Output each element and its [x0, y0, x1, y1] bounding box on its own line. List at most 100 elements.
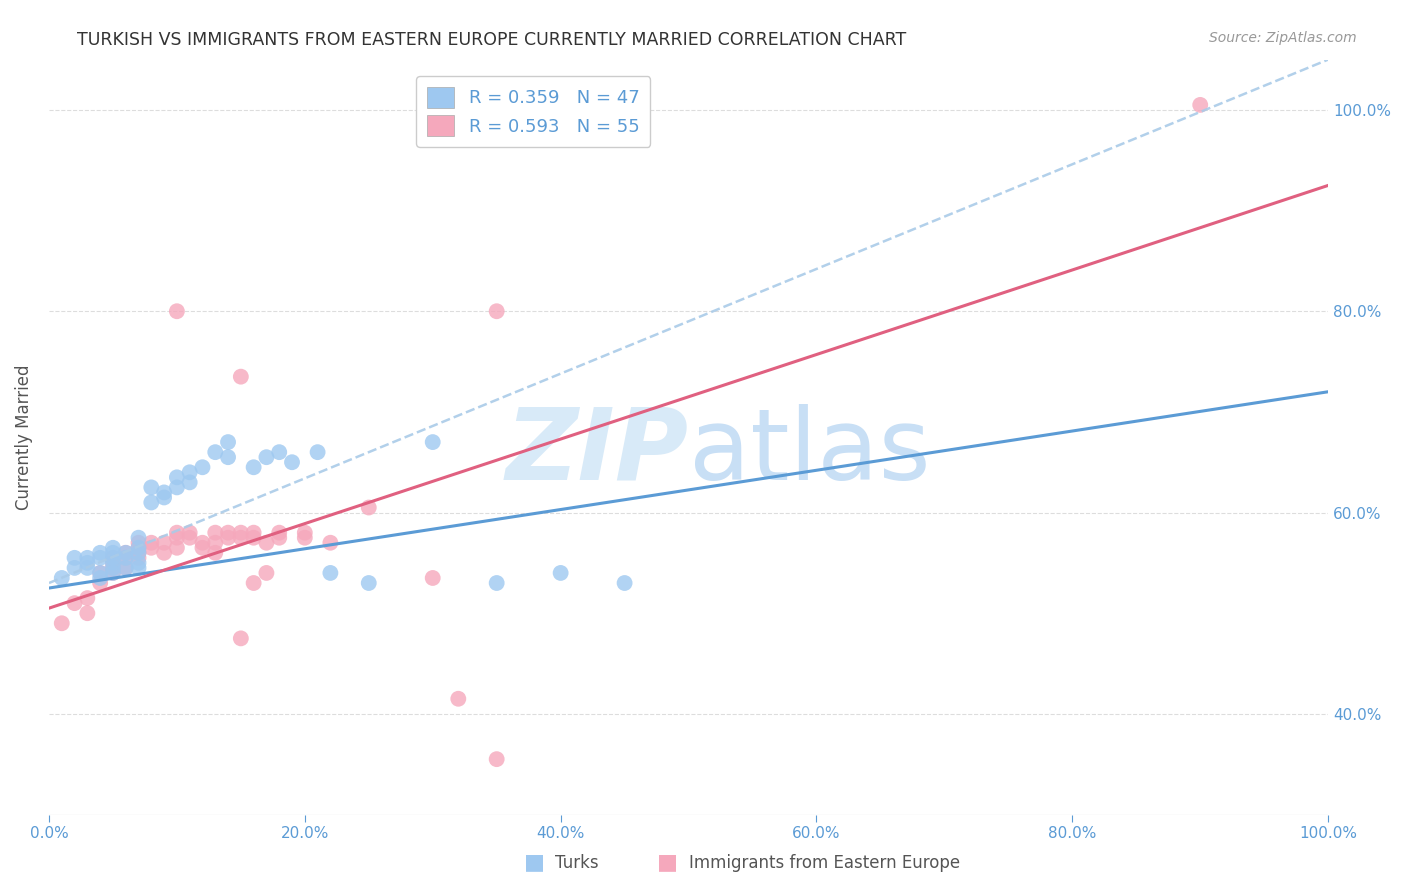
Point [281, 455, 304, 469]
Text: ZIP: ZIP [506, 404, 689, 500]
Point [128, 541, 150, 555]
Point [357, 576, 380, 591]
Point [128, 531, 150, 545]
Point [204, 525, 226, 540]
Point [89, 550, 111, 565]
Point [101, 566, 124, 580]
Point [204, 445, 226, 459]
Point [254, 535, 277, 549]
Point [550, 566, 572, 580]
Point [101, 541, 124, 555]
Point [166, 304, 188, 318]
Point [63, 561, 86, 575]
Point [269, 445, 291, 459]
Point [269, 531, 291, 545]
Point [76, 591, 98, 606]
Legend: R = 0.359   N = 47, R = 0.593   N = 55: R = 0.359 N = 47, R = 0.593 N = 55 [416, 76, 650, 147]
Point [76, 550, 98, 565]
Point [254, 566, 277, 580]
Point [114, 561, 136, 575]
Point [51, 616, 73, 631]
Text: atlas: atlas [689, 404, 931, 500]
Point [217, 435, 239, 450]
Point [191, 460, 214, 475]
Point [217, 450, 239, 465]
Point [217, 525, 239, 540]
Text: ■: ■ [524, 853, 544, 872]
Point [128, 541, 150, 555]
Point [101, 556, 124, 570]
Point [101, 561, 124, 575]
Point [89, 566, 111, 580]
Point [485, 304, 508, 318]
Point [229, 531, 252, 545]
Point [101, 561, 124, 575]
Text: TURKISH VS IMMIGRANTS FROM EASTERN EUROPE CURRENTLY MARRIED CORRELATION CHART: TURKISH VS IMMIGRANTS FROM EASTERN EUROP… [77, 31, 907, 49]
Point [229, 632, 252, 646]
Point [76, 556, 98, 570]
Point [307, 445, 329, 459]
Point [254, 450, 277, 465]
Point [114, 546, 136, 560]
Point [114, 550, 136, 565]
Point [101, 546, 124, 560]
Point [191, 535, 214, 549]
Point [217, 531, 239, 545]
Point [242, 576, 264, 591]
Point [51, 571, 73, 585]
Point [89, 576, 111, 591]
Point [229, 525, 252, 540]
Point [179, 475, 201, 490]
Point [141, 480, 163, 494]
Point [114, 550, 136, 565]
Text: ■: ■ [658, 853, 678, 872]
Point [128, 535, 150, 549]
Point [166, 541, 188, 555]
Point [166, 470, 188, 484]
Point [294, 525, 316, 540]
Point [128, 561, 150, 575]
Text: Immigrants from Eastern Europe: Immigrants from Eastern Europe [689, 855, 960, 872]
Point [89, 571, 111, 585]
Point [153, 485, 176, 500]
Point [294, 531, 316, 545]
Point [101, 550, 124, 565]
Point [128, 546, 150, 560]
Point [485, 576, 508, 591]
Point [357, 500, 380, 515]
Point [128, 550, 150, 565]
Point [101, 550, 124, 565]
Point [153, 535, 176, 549]
Point [1189, 98, 1212, 112]
Point [191, 541, 214, 555]
Point [141, 495, 163, 509]
Point [141, 541, 163, 555]
Point [447, 691, 470, 706]
Point [166, 480, 188, 494]
Point [166, 531, 188, 545]
Point [128, 546, 150, 560]
Point [319, 535, 342, 549]
Point [422, 571, 444, 585]
Point [101, 556, 124, 570]
Point [179, 531, 201, 545]
Point [242, 525, 264, 540]
Point [179, 525, 201, 540]
Point [114, 546, 136, 560]
Point [613, 576, 636, 591]
Point [153, 546, 176, 560]
Point [128, 556, 150, 570]
Point [485, 752, 508, 766]
Y-axis label: Currently Married: Currently Married [15, 364, 32, 510]
Point [101, 566, 124, 580]
Point [242, 531, 264, 545]
Point [141, 535, 163, 549]
Point [179, 465, 201, 479]
Point [229, 369, 252, 384]
Point [422, 435, 444, 450]
Point [76, 561, 98, 575]
Text: Turks: Turks [555, 855, 599, 872]
Point [89, 566, 111, 580]
Point [269, 525, 291, 540]
Point [204, 535, 226, 549]
